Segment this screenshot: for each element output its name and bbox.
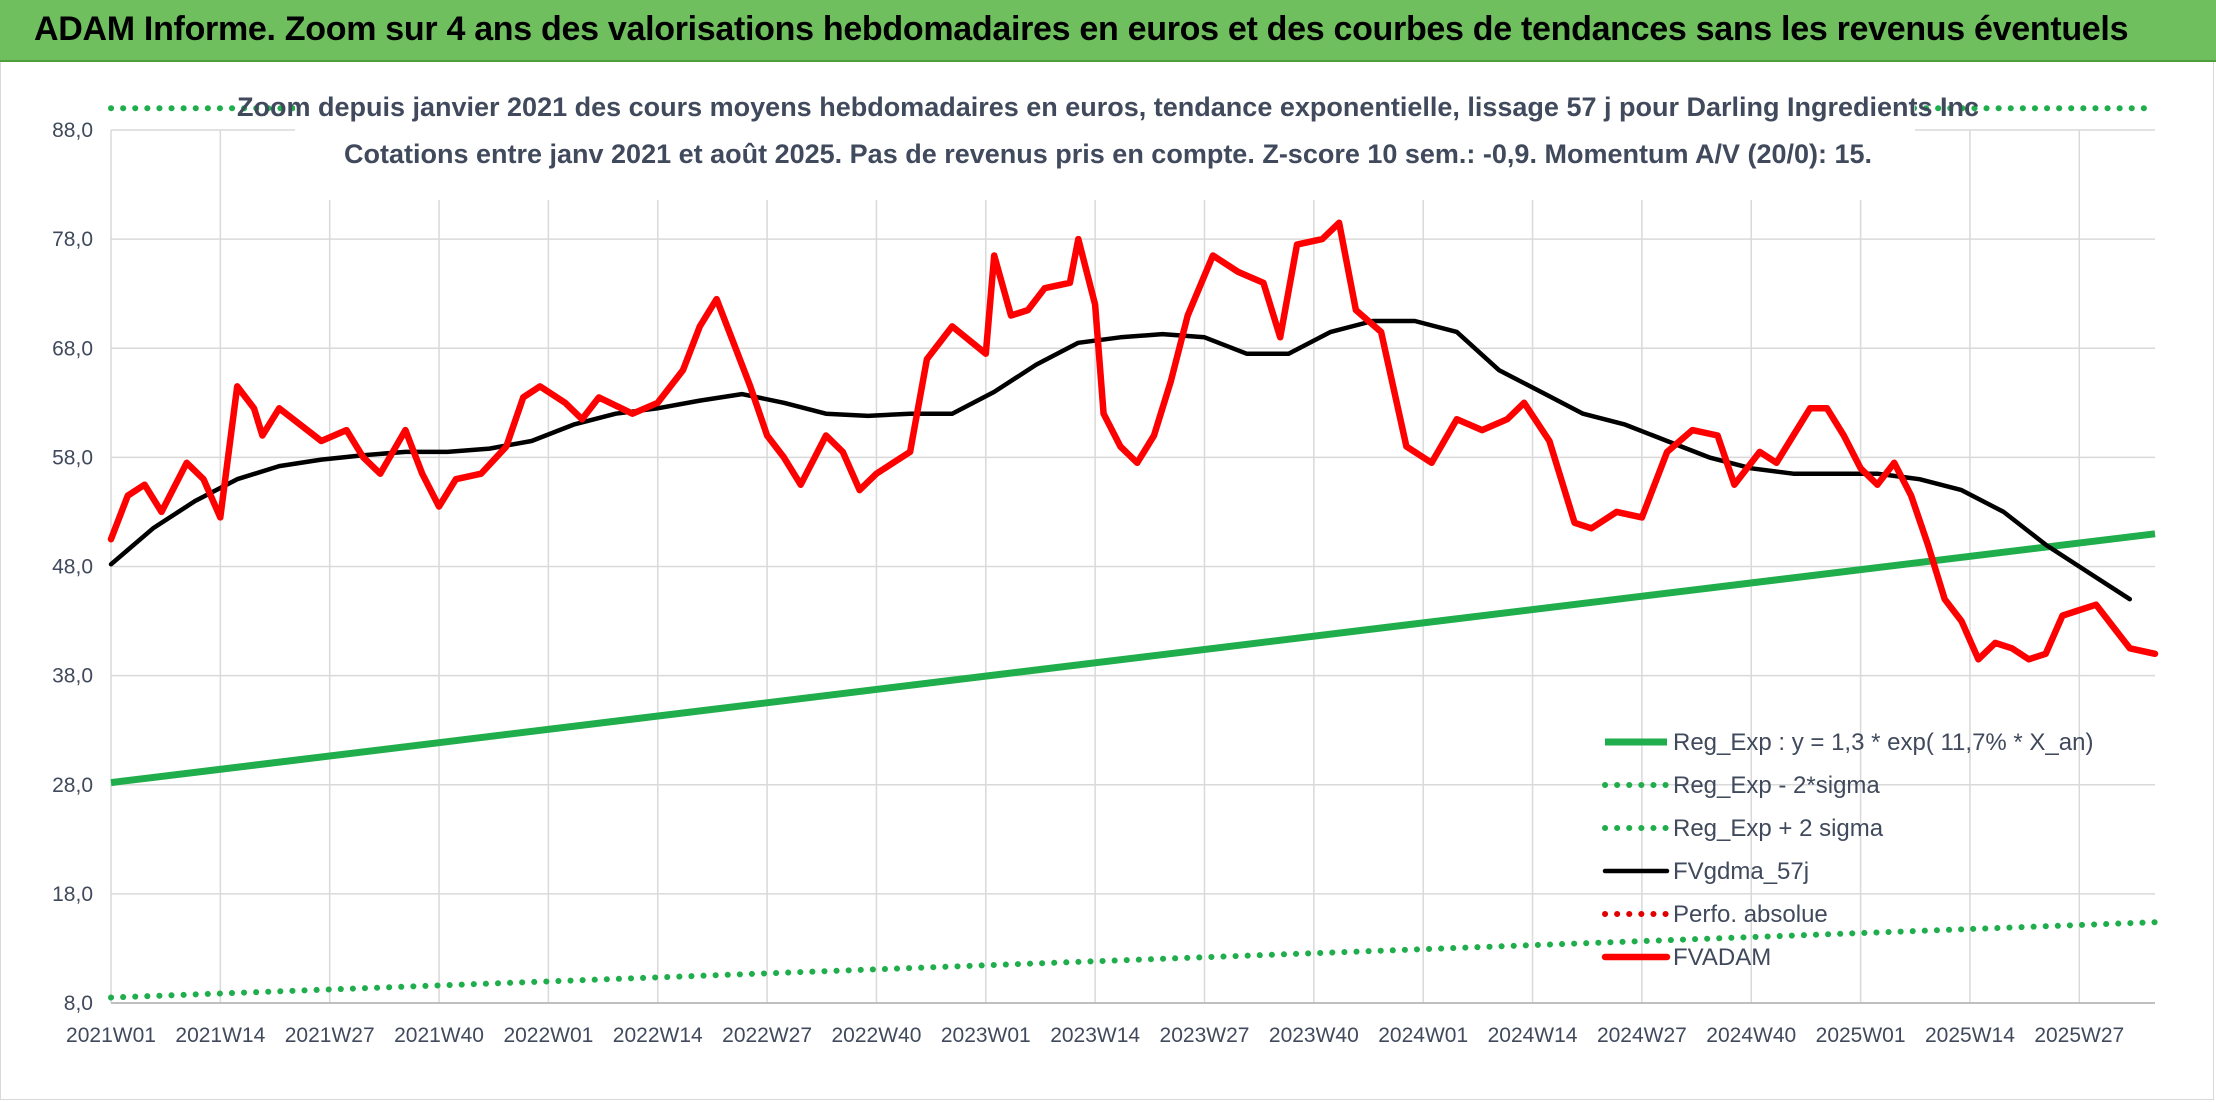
series-line [107,219,2159,663]
y-axis-ticks: 8,0 18,0 28,0 38,0 48,0 58,0 68,0 78,0 88,0 [52,119,93,1015]
x-tick-label: 2025W27 [2034,1024,2124,1047]
page-title: ADAM Informe. Zoom sur 4 ans des valoris… [34,10,2129,48]
x-tick-label: 2021W40 [394,1024,484,1047]
y-tick-label: 78,0 [52,228,93,251]
x-tick-label: 2021W14 [175,1024,265,1047]
legend-label: FVgdma_57j [1673,858,1809,885]
y-tick-label: 38,0 [52,665,93,688]
y-tick-label: 8,0 [64,992,93,1015]
legend-label: Perfo. absolue [1673,901,1828,928]
x-axis-ticks: 2021W01 2021W14 2021W27 2021W40 2022W01 2022W… [66,1024,2124,1047]
series-line [110,530,2156,787]
chart-legend: Reg_Exp : y = 1,3 * exp( 11,7% * X_an) Re… [1601,729,2093,971]
series-line [108,318,2133,602]
x-tick-label: 2022W01 [503,1024,593,1047]
chart-title: Zoom depuis janvier 2021 des cours moyen… [237,92,1979,122]
y-tick-label: 48,0 [52,556,93,579]
x-tick-label: 2023W14 [1050,1024,1140,1047]
x-tick-label: 2022W40 [831,1024,921,1047]
x-tick-label: 2024W27 [1597,1024,1687,1047]
chart-grid [110,129,2155,1004]
y-tick-label: 68,0 [52,337,93,360]
x-tick-label: 2022W14 [613,1024,703,1047]
legend-label: Reg_Exp + 2 sigma [1673,815,1884,842]
chart-series [107,105,2159,1001]
chart-title-background [295,82,1915,200]
series-line [108,919,2158,1001]
price-chart: 8,0 18,0 28,0 38,0 48,0 58,0 68,0 78,0 88,0 2021… [52,82,2159,1047]
x-tick-label: 2023W27 [1160,1024,1250,1047]
legend-label: Reg_Exp : y = 1,3 * exp( 11,7% * X_an) [1673,729,2093,756]
legend-label: FVADAM [1673,944,1771,971]
y-tick-label: 28,0 [52,774,93,797]
x-tick-label: 2022W27 [722,1024,812,1047]
x-tick-label: 2025W14 [1925,1024,2015,1047]
x-tick-label: 2024W40 [1706,1024,1796,1047]
x-tick-label: 2024W01 [1378,1024,1468,1047]
x-tick-label: 2023W40 [1269,1024,1359,1047]
x-tick-label: 2021W01 [66,1024,156,1047]
x-tick-label: 2025W01 [1816,1024,1906,1047]
legend-label: Reg_Exp - 2*sigma [1673,772,1880,799]
y-tick-label: 58,0 [52,446,93,469]
chart-subtitle: Cotations entre janv 2021 et août 2025. … [344,139,1872,169]
x-tick-label: 2021W27 [285,1024,375,1047]
y-tick-label: 18,0 [52,883,93,906]
y-tick-label: 88,0 [52,119,93,142]
x-tick-label: 2024W14 [1488,1024,1578,1047]
header-banner: ADAM Informe. Zoom sur 4 ans des valoris… [0,0,2216,62]
x-tick-label: 2023W01 [941,1024,1031,1047]
